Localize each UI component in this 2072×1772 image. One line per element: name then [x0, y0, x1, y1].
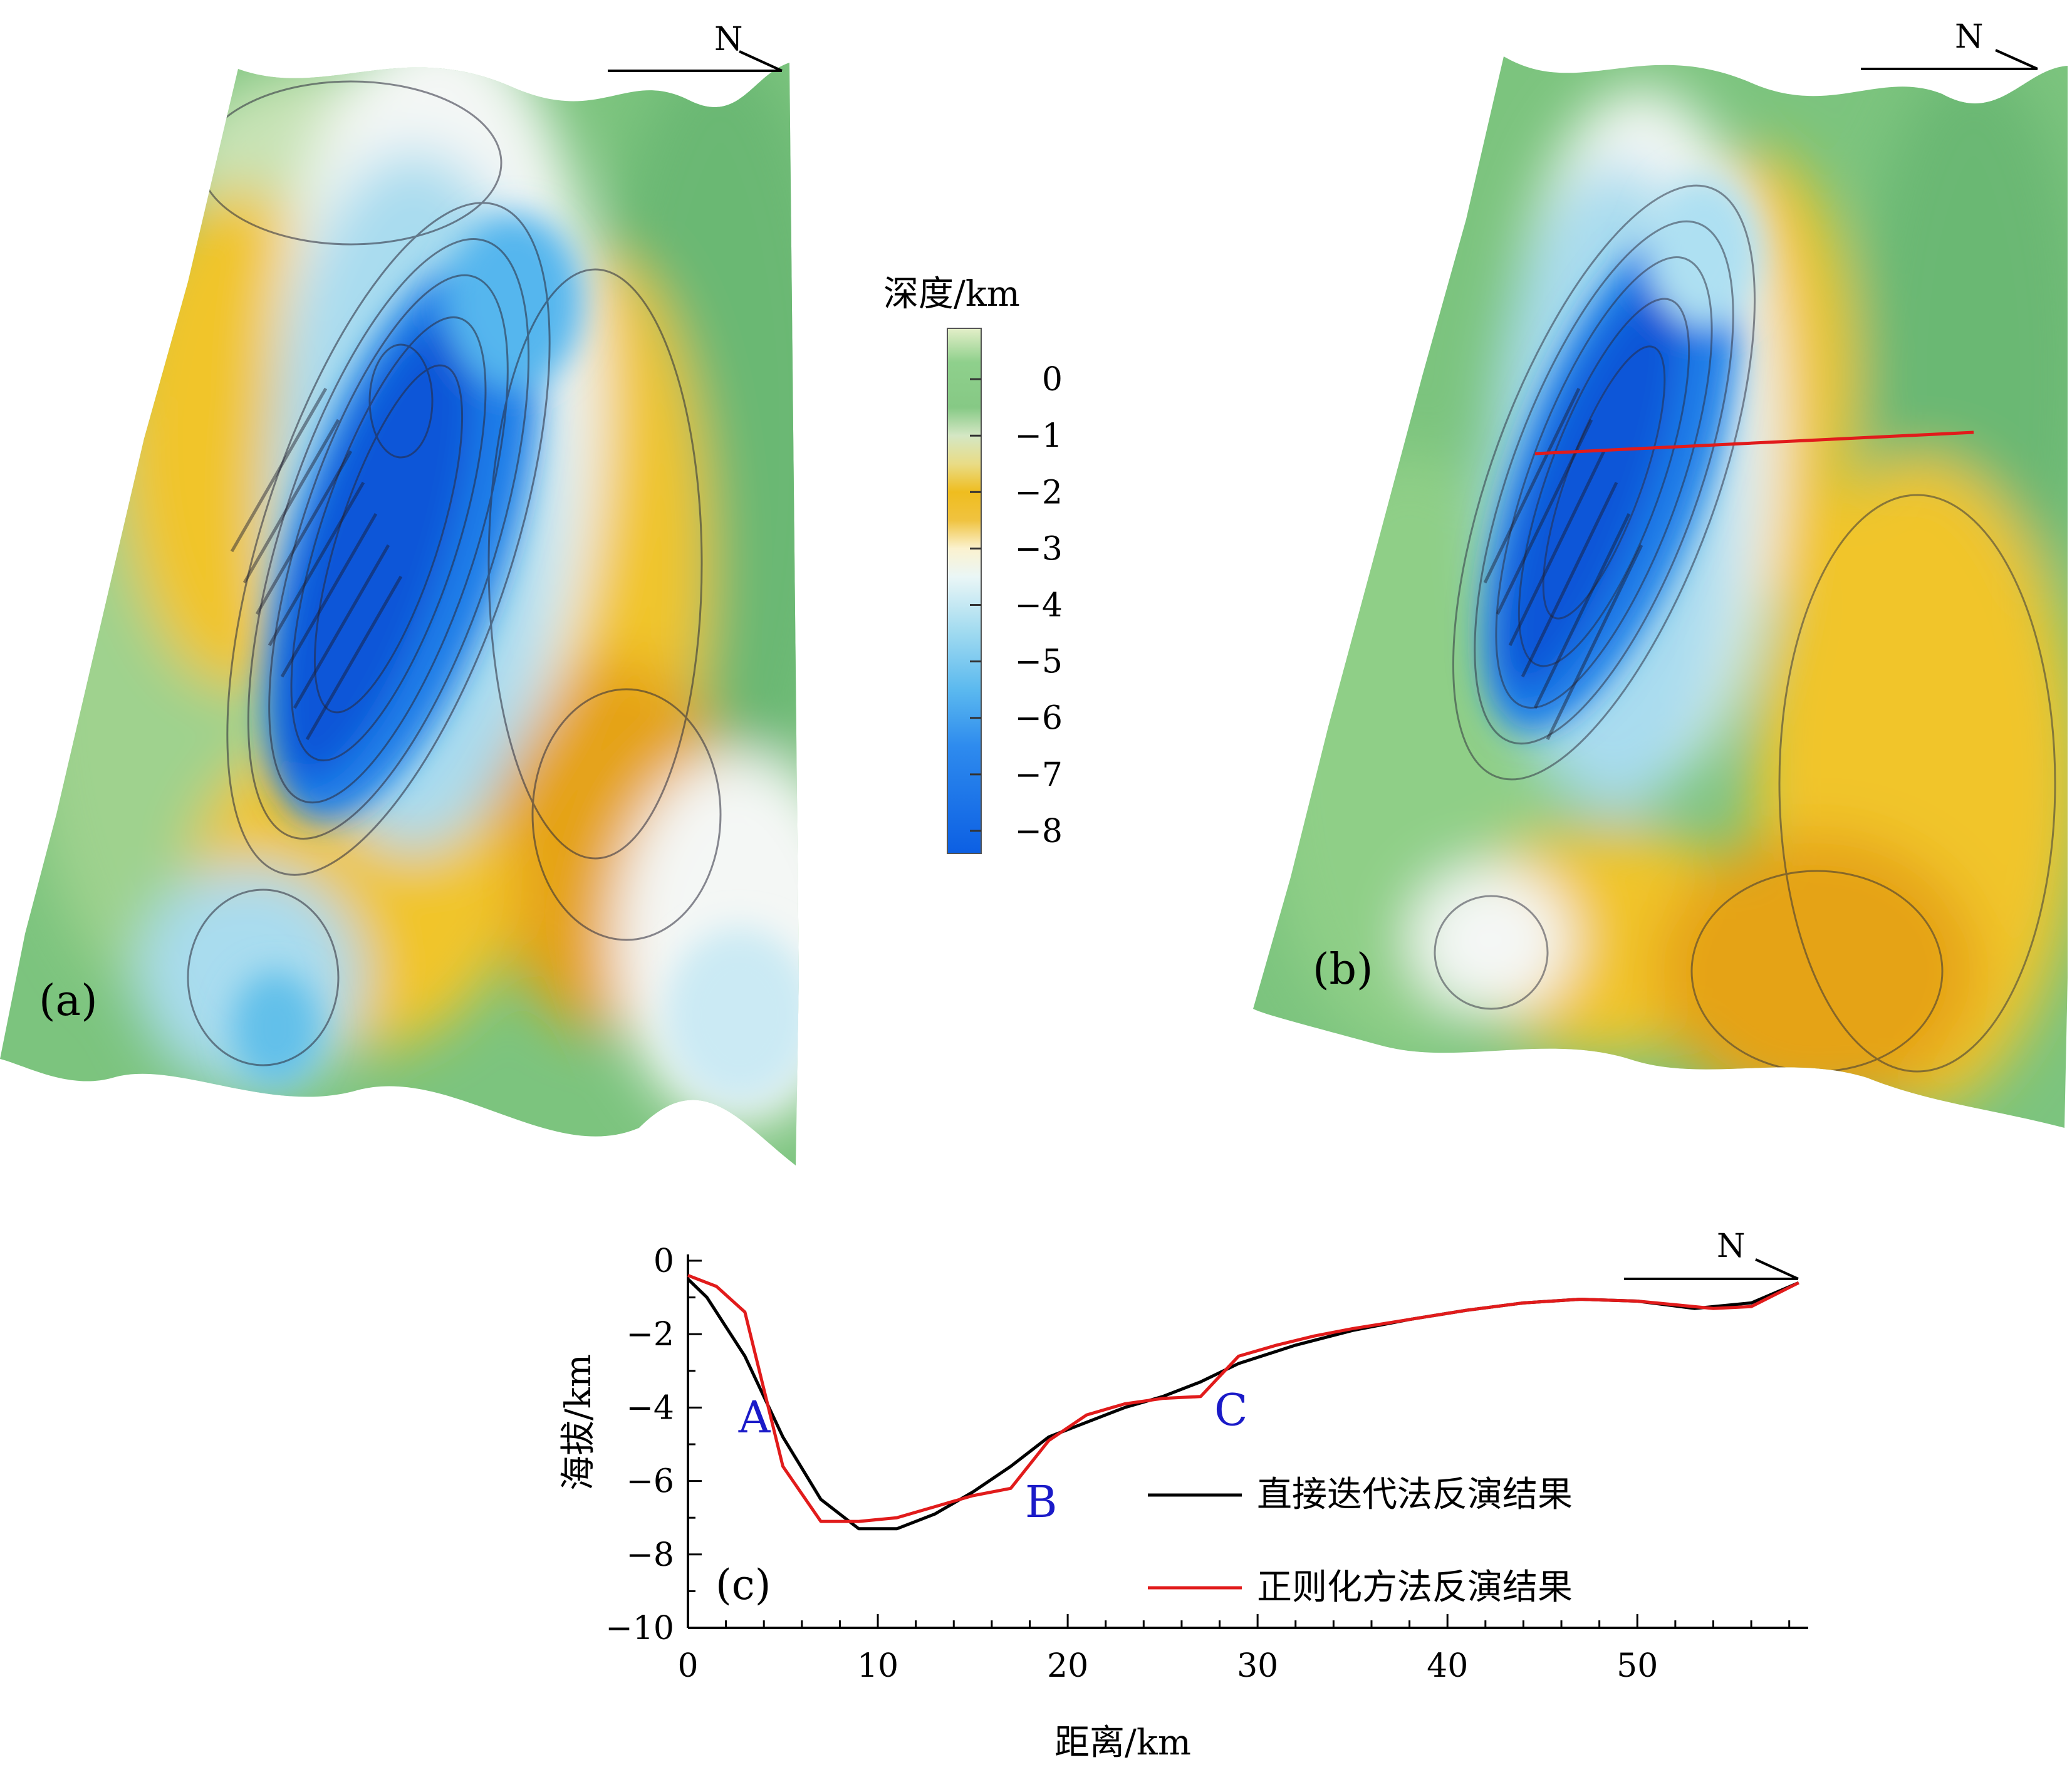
legend-label-direct: 直接迭代法反演结果 — [1257, 1474, 1573, 1515]
y-tick-label: 0 — [653, 1243, 674, 1280]
colorbar-tick-label: −6 — [1014, 700, 1063, 737]
colorbar: 深度/km 0 −1 −2 −3 −4 −5 −6 −7 −8 — [883, 274, 1063, 854]
profile-chart-legend: 直接迭代法反演结果 正则化方法反演结果 — [1148, 1474, 1573, 1608]
x-axis-label: 距离/km — [1054, 1722, 1191, 1763]
profile-chart-north-arrow: N — [1624, 1227, 1799, 1280]
panel-a-north-arrow: N — [608, 21, 783, 72]
panel-a-map: N (a) — [0, 21, 799, 1165]
y-axis-label: 海拔/km — [558, 1354, 599, 1491]
colorbar-tick-label: −3 — [1014, 530, 1063, 568]
x-tick-label: 30 — [1237, 1647, 1278, 1685]
colorbar-tick-label: −5 — [1014, 644, 1063, 681]
panel-a-contours — [187, 80, 722, 1066]
profile-chart-axes: 0 10 20 30 40 50 0 −2 −4 −6 −8 −10 — [605, 1243, 1808, 1685]
x-tick-label: 0 — [677, 1647, 698, 1685]
x-tick-label: 20 — [1047, 1647, 1088, 1685]
colorbar-tick-label: −8 — [1014, 813, 1063, 850]
profile-chart-annotations: A B C — [738, 1384, 1248, 1528]
profile-chart-panel-label: (c) — [716, 1561, 771, 1609]
x-tick-label: 50 — [1616, 1647, 1658, 1685]
profile-line — [1534, 430, 1974, 456]
series-regularization — [687, 1274, 1799, 1523]
y-tick-label: −4 — [626, 1389, 674, 1427]
colorbar-ticks: 0 −1 −2 −3 −4 −5 −6 −7 −8 — [970, 361, 1063, 850]
panel-b-north-arrow: N — [1861, 18, 2038, 70]
legend-label-regularized: 正则化方法反演结果 — [1257, 1567, 1573, 1608]
panel-b-map: N (b) — [1253, 18, 2068, 1128]
colorbar-tick-label: −1 — [1014, 417, 1063, 455]
profile-point-a: A — [738, 1392, 771, 1443]
profile-point-b: B — [1025, 1476, 1057, 1528]
colorbar-tick-label: −4 — [1014, 587, 1063, 625]
panel-b-contours — [1434, 184, 2056, 1073]
profile-point-c: C — [1214, 1384, 1248, 1436]
y-tick-label: −6 — [626, 1463, 674, 1501]
profile-chart: 0 10 20 30 40 50 0 −2 −4 −6 −8 −10 A B C N (c) 直接迭代法反… — [558, 1227, 1808, 1763]
colorbar-tick-label: −7 — [1014, 756, 1063, 794]
y-tick-label: −10 — [605, 1610, 674, 1647]
panel-a-label: (a) — [39, 976, 98, 1026]
y-tick-label: −8 — [626, 1536, 674, 1574]
y-tick-label: −2 — [626, 1316, 674, 1353]
colorbar-tick-label: 0 — [1042, 361, 1063, 399]
profile-chart-north-label: N — [1717, 1227, 1746, 1265]
colorbar-tick-label: −2 — [1014, 474, 1063, 511]
x-tick-label: 10 — [857, 1647, 898, 1685]
profile-chart-series — [687, 1274, 1799, 1531]
colorbar-scale — [947, 328, 982, 854]
panel-a-north-label: N — [714, 21, 743, 58]
colorbar-title: 深度/km — [883, 274, 1020, 315]
x-tick-label: 40 — [1427, 1647, 1468, 1685]
panel-b-north-label: N — [1955, 18, 1984, 56]
panel-b-label: (b) — [1313, 945, 1373, 994]
